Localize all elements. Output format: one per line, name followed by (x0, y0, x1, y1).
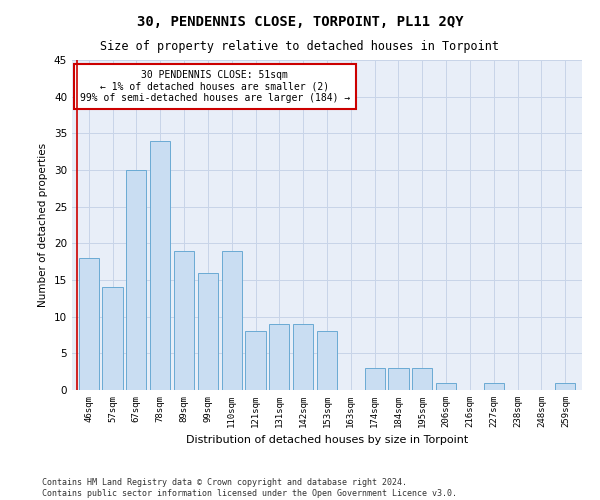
Bar (436, 382, 456, 390)
Text: 30, PENDENNIS CLOSE, TORPOINT, PL11 2QY: 30, PENDENNIS CLOSE, TORPOINT, PL11 2QY (137, 15, 463, 29)
Bar (150, 140, 170, 390)
Bar (293, 324, 313, 390)
Bar (388, 368, 409, 390)
Bar (198, 272, 218, 390)
Bar (365, 368, 385, 390)
Bar (174, 250, 194, 390)
Bar (245, 332, 266, 390)
Text: Contains HM Land Registry data © Crown copyright and database right 2024.
Contai: Contains HM Land Registry data © Crown c… (42, 478, 457, 498)
X-axis label: Distribution of detached houses by size in Torpoint: Distribution of detached houses by size … (186, 436, 468, 446)
Y-axis label: Number of detached properties: Number of detached properties (38, 143, 49, 307)
Bar (484, 382, 504, 390)
Bar (79, 258, 99, 390)
Bar (103, 288, 122, 390)
Bar (269, 324, 289, 390)
Text: 30 PENDENNIS CLOSE: 51sqm
← 1% of detached houses are smaller (2)
99% of semi-de: 30 PENDENNIS CLOSE: 51sqm ← 1% of detach… (80, 70, 350, 103)
Bar (555, 382, 575, 390)
Bar (412, 368, 433, 390)
Bar (317, 332, 337, 390)
Text: Size of property relative to detached houses in Torpoint: Size of property relative to detached ho… (101, 40, 499, 53)
Bar (221, 250, 242, 390)
Bar (126, 170, 146, 390)
